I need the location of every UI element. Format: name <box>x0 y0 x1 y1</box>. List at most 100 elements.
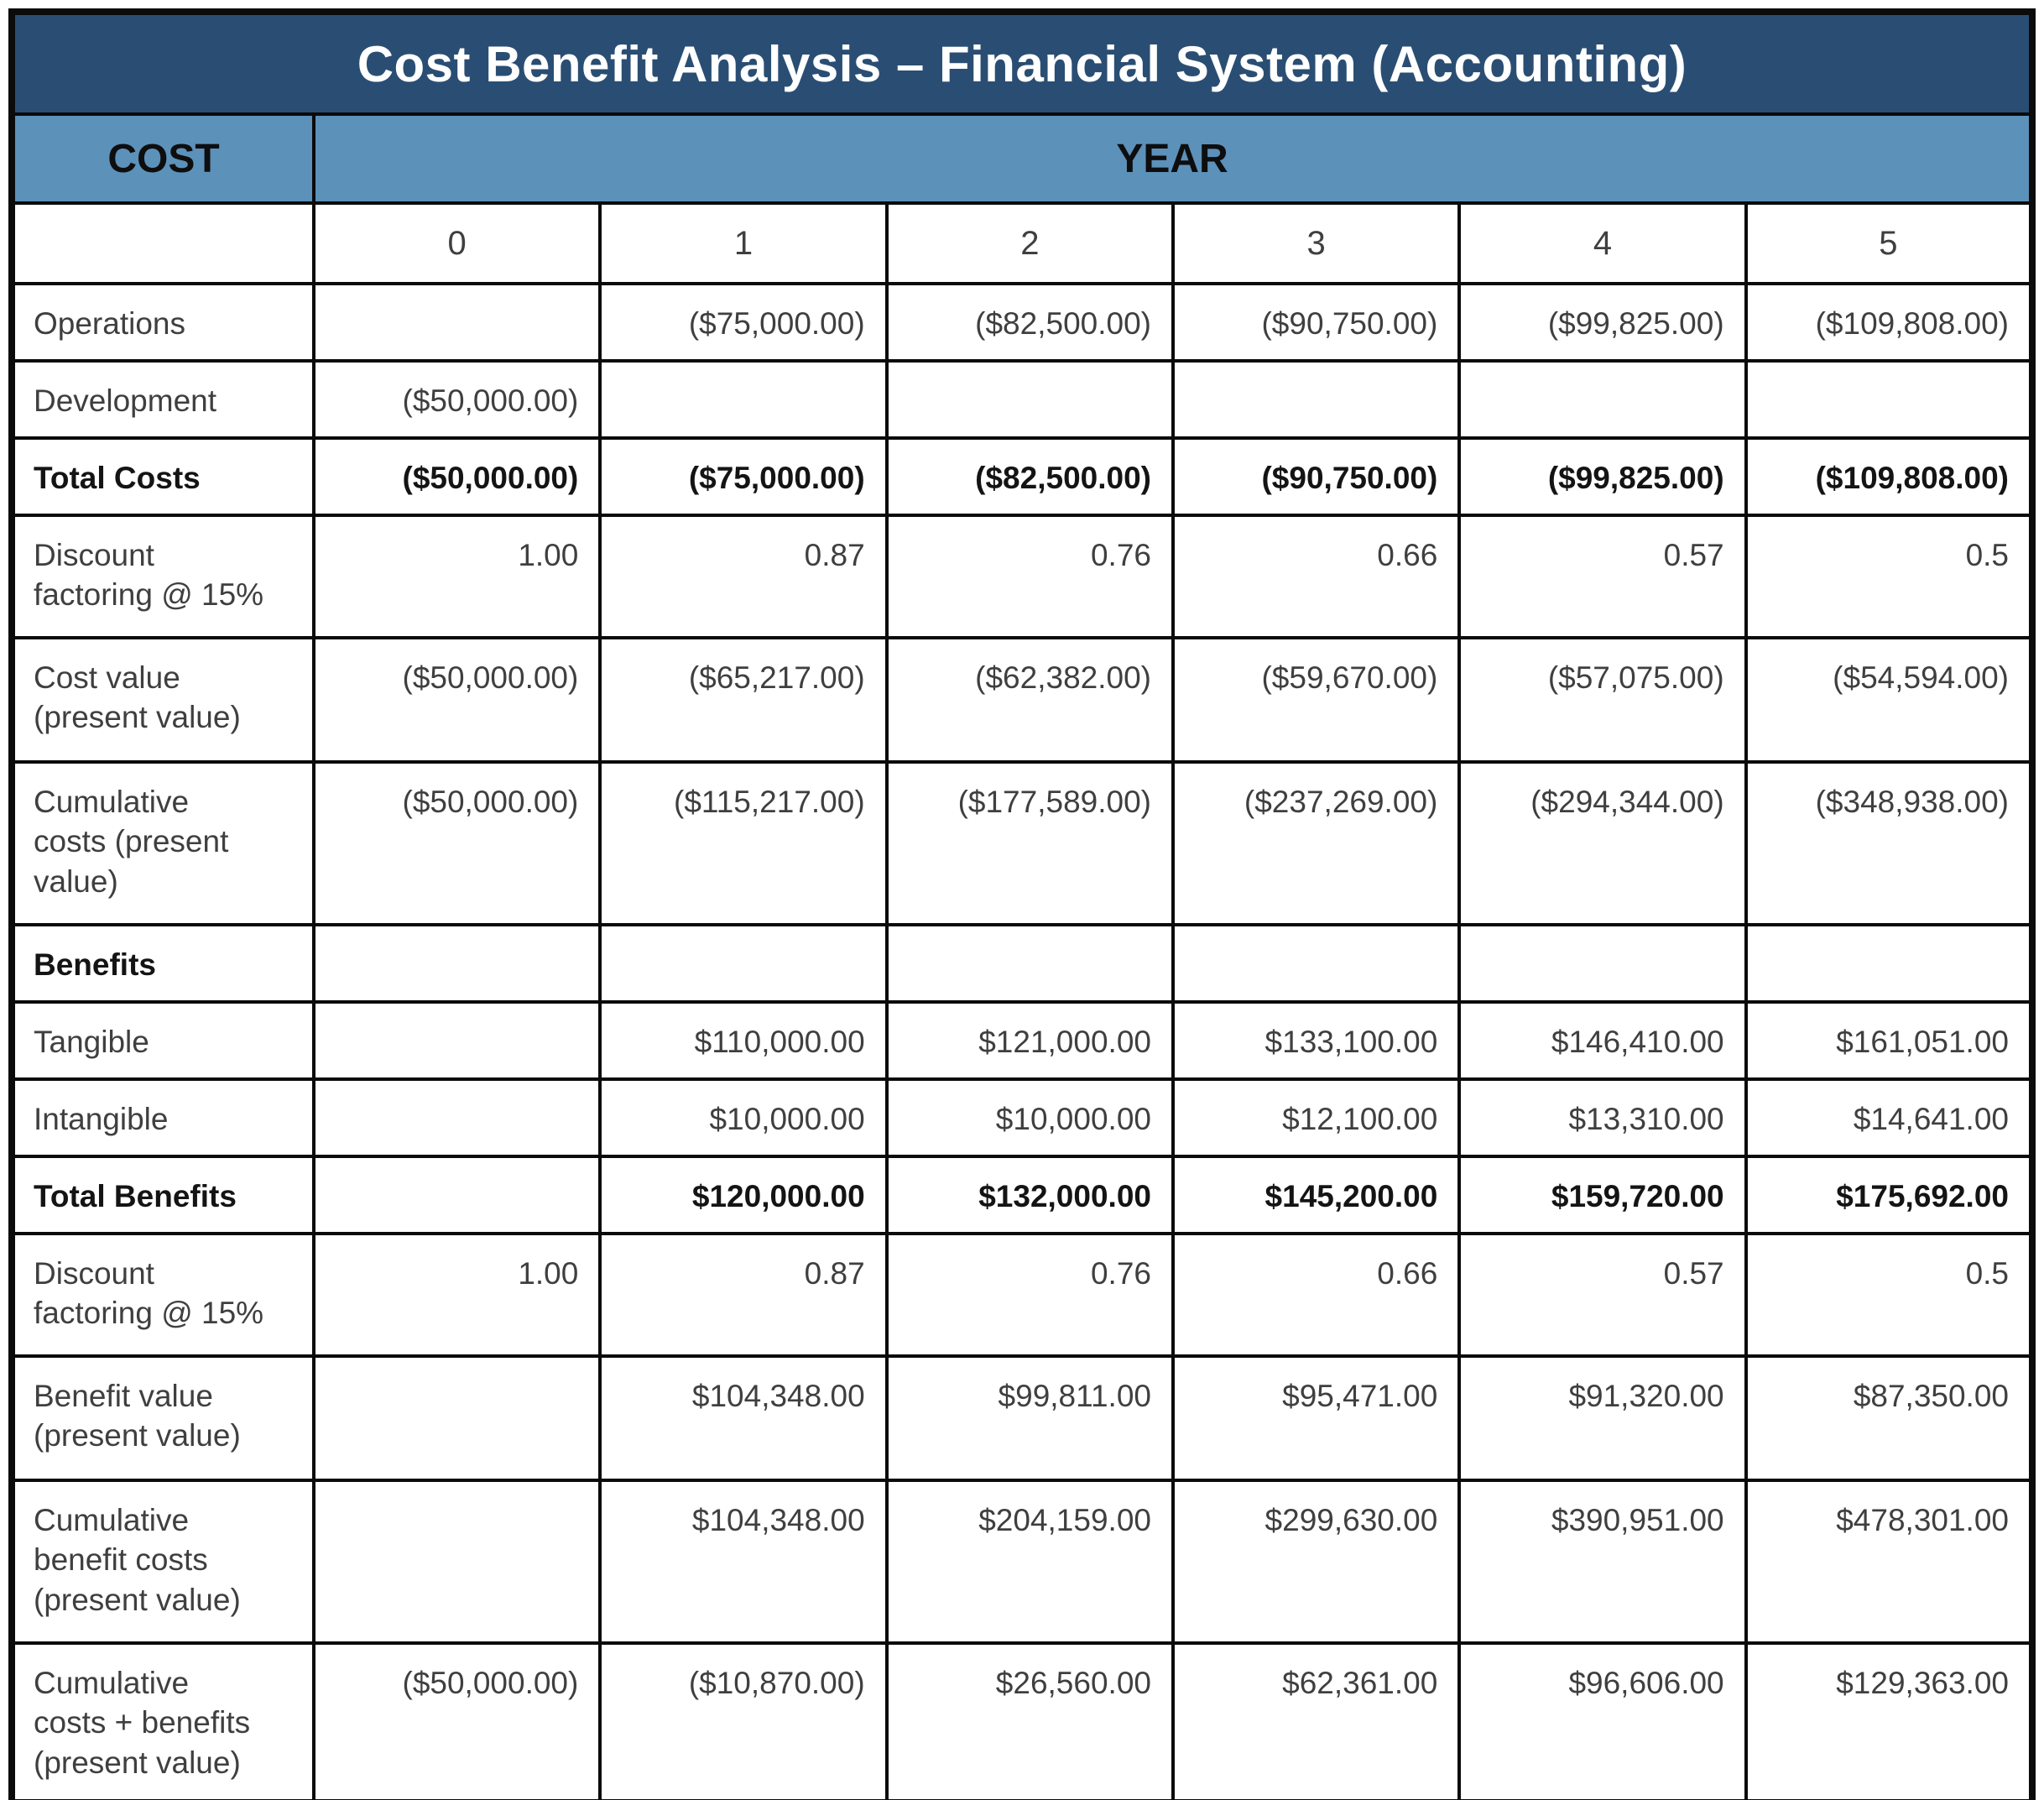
value-cell: ($57,075.00) <box>1457 636 1748 764</box>
value-cell <box>884 923 1175 1004</box>
value-cell <box>884 359 1175 440</box>
value-cell <box>598 359 889 440</box>
value-cell: 1.00 <box>311 1232 602 1358</box>
value-cell <box>311 1000 602 1081</box>
value-cell: $478,301.00 <box>1744 1479 2035 1645</box>
value-cell: ($75,000.00) <box>598 436 889 517</box>
value-cell <box>311 282 602 363</box>
value-cell: $159,720.00 <box>1457 1155 1748 1235</box>
value-cell <box>1171 359 1462 440</box>
table-body: Operations ($75,000.00) ($82,500.00) ($90,7… <box>10 282 2035 1800</box>
value-cell: $87,350.00 <box>1744 1354 2035 1482</box>
value-cell: 0.87 <box>598 514 889 639</box>
year-number-cell: 4 <box>1457 201 1748 285</box>
row-label: Total Costs <box>10 436 315 517</box>
row-label: Development <box>10 359 315 440</box>
value-cell: $161,051.00 <box>1744 1000 2035 1081</box>
cost-column-header: COST <box>10 112 315 205</box>
value-cell <box>1744 923 2035 1004</box>
value-cell <box>1457 359 1748 440</box>
value-cell: ($109,808.00) <box>1744 282 2035 363</box>
table-row: Benefits <box>10 923 2035 1004</box>
value-cell: $26,560.00 <box>884 1641 1175 1800</box>
value-cell: 0.66 <box>1171 514 1462 639</box>
value-cell: $110,000.00 <box>598 1000 889 1081</box>
value-cell: ($348,938.00) <box>1744 760 2035 926</box>
row-label: Discount factoring @ 15% <box>10 1232 315 1358</box>
value-cell: ($237,269.00) <box>1171 760 1462 926</box>
year-row-spacer <box>10 201 315 285</box>
value-cell: $133,100.00 <box>1171 1000 1462 1081</box>
value-cell: ($54,594.00) <box>1744 636 2035 764</box>
table-row: Operations ($75,000.00) ($82,500.00) ($90,7… <box>10 282 2035 363</box>
value-cell: $121,000.00 <box>884 1000 1175 1081</box>
table-row: Discount factoring @ 15% 1.00 0.87 0.76 0.66… <box>10 514 2035 639</box>
year-number-row: 0 1 2 3 4 5 <box>10 201 2035 285</box>
year-number-cell: 3 <box>1171 201 1462 285</box>
value-cell: $10,000.00 <box>598 1077 889 1158</box>
value-cell: $62,361.00 <box>1171 1641 1462 1800</box>
value-cell: ($50,000.00) <box>311 436 602 517</box>
table-row: Cumulative benefit costs (present value)… <box>10 1479 2035 1645</box>
value-cell: 0.5 <box>1744 514 2035 639</box>
table-row: Tangible $110,000.00 $121,000.00 $133,100.0… <box>10 1000 2035 1081</box>
value-cell: ($82,500.00) <box>884 436 1175 517</box>
value-cell <box>1171 923 1462 1004</box>
value-cell: 1.00 <box>311 514 602 639</box>
row-label: Cumulative benefit costs (present value) <box>10 1479 315 1645</box>
value-cell: ($59,670.00) <box>1171 636 1462 764</box>
value-cell: $91,320.00 <box>1457 1354 1748 1482</box>
value-cell: $204,159.00 <box>884 1479 1175 1645</box>
value-cell: 0.76 <box>884 1232 1175 1358</box>
value-cell: $129,363.00 <box>1744 1641 2035 1800</box>
value-cell: $104,348.00 <box>598 1479 889 1645</box>
value-cell: $145,200.00 <box>1171 1155 1462 1235</box>
table-row: Total Benefits $120,000.00 $132,000.00 $145… <box>10 1155 2035 1235</box>
value-cell <box>598 923 889 1004</box>
table-row: Intangible $10,000.00 $10,000.00 $12,100.00… <box>10 1077 2035 1158</box>
table-row: Cost value (present value) ($50,000.00) ($… <box>10 636 2035 764</box>
table-row: Development ($50,000.00) <box>10 359 2035 440</box>
row-label: Total Benefits <box>10 1155 315 1235</box>
value-cell <box>311 1155 602 1235</box>
value-cell: ($10,870.00) <box>598 1641 889 1800</box>
value-cell: $175,692.00 <box>1744 1155 2035 1235</box>
value-cell: ($294,344.00) <box>1457 760 1748 926</box>
value-cell: $13,310.00 <box>1457 1077 1748 1158</box>
table-row: Cumulative costs + benefits (present val… <box>10 1641 2035 1800</box>
value-cell: 0.87 <box>598 1232 889 1358</box>
table-row: Discount factoring @ 15% 1.00 0.87 0.76 0.66… <box>10 1232 2035 1358</box>
value-cell: $12,100.00 <box>1171 1077 1462 1158</box>
value-cell: $95,471.00 <box>1171 1354 1462 1482</box>
value-cell: ($65,217.00) <box>598 636 889 764</box>
year-number-cell: 5 <box>1744 201 2035 285</box>
value-cell <box>311 1077 602 1158</box>
table-row: Cumulative costs (present value) ($50,000… <box>10 760 2035 926</box>
value-cell: $299,630.00 <box>1171 1479 1462 1645</box>
value-cell: ($75,000.00) <box>598 282 889 363</box>
cost-benefit-table: Cost Benefit Analysis – Financial System… <box>8 8 2036 1800</box>
value-cell: ($62,382.00) <box>884 636 1175 764</box>
row-label: Benefit value (present value) <box>10 1354 315 1482</box>
value-cell: $120,000.00 <box>598 1155 889 1235</box>
row-label: Intangible <box>10 1077 315 1158</box>
table-header: Cost Benefit Analysis – Financial System… <box>10 10 2035 285</box>
page-title: Cost Benefit Analysis – Financial System… <box>10 10 2034 116</box>
row-label: Cumulative costs (present value) <box>10 760 315 926</box>
value-cell: ($90,750.00) <box>1171 436 1462 517</box>
table-row: Total Costs ($50,000.00) ($75,000.00) ($82,… <box>10 436 2035 517</box>
value-cell: $99,811.00 <box>884 1354 1175 1482</box>
row-label: Tangible <box>10 1000 315 1081</box>
value-cell: ($109,808.00) <box>1744 436 2035 517</box>
value-cell: 0.76 <box>884 514 1175 639</box>
value-cell: $14,641.00 <box>1744 1077 2035 1158</box>
year-number-cell: 0 <box>311 201 602 285</box>
value-cell: ($82,500.00) <box>884 282 1175 363</box>
year-group-header: YEAR <box>312 112 2034 205</box>
value-cell: ($177,589.00) <box>884 760 1175 926</box>
value-cell: 0.66 <box>1171 1232 1462 1358</box>
value-cell: 0.57 <box>1457 1232 1748 1358</box>
value-cell: $390,951.00 <box>1457 1479 1748 1645</box>
group-header-row: COST YEAR <box>10 112 2034 205</box>
